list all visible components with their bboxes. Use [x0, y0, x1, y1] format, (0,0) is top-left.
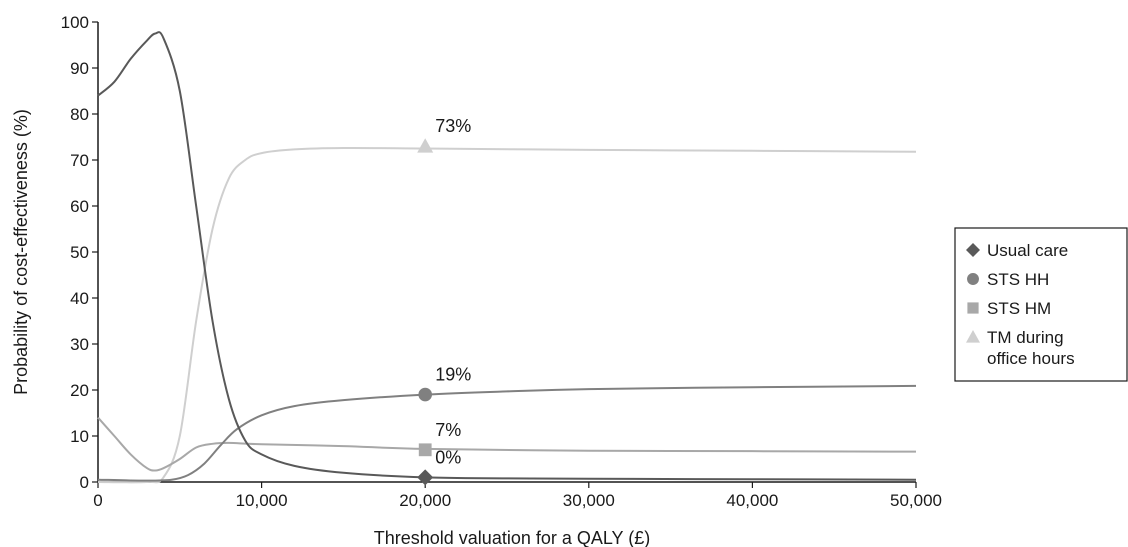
marker-usual-care	[417, 469, 433, 485]
annotation-sts-hh: 19%	[435, 365, 471, 385]
y-axis-title: Probability of cost-effectiveness (%)	[11, 109, 31, 395]
x-tick-label: 30,000	[563, 491, 615, 510]
x-tick-label: 50,000	[890, 491, 942, 510]
y-tick-label: 40	[70, 289, 89, 308]
x-tick-label: 10,000	[236, 491, 288, 510]
x-tick-label: 0	[93, 491, 102, 510]
y-tick-label: 0	[80, 473, 89, 492]
legend-marker-sts-hh	[967, 273, 979, 285]
legend-marker-sts-hm	[967, 302, 978, 313]
marker-sts-hh	[418, 388, 432, 402]
legend-label-usual-care: Usual care	[987, 241, 1068, 260]
legend-label-sts-hm: STS HM	[987, 299, 1051, 318]
y-tick-label: 50	[70, 243, 89, 262]
series-line-sts-hh	[98, 386, 916, 481]
y-tick-label: 30	[70, 335, 89, 354]
annotation-sts-hm: 7%	[435, 420, 461, 440]
y-tick-label: 90	[70, 59, 89, 78]
y-tick-label: 10	[70, 427, 89, 446]
y-tick-label: 100	[61, 13, 89, 32]
plot-area: 0 10 20 30 40 50 60 70 80 90 100 0 10,000 20,000 30,00…	[61, 13, 942, 510]
y-tick-label: 80	[70, 105, 89, 124]
annotation-tm-during-office-hours: 73%	[435, 116, 471, 136]
x-axis-title: Threshold valuation for a QALY (£)	[374, 528, 650, 547]
x-tick-label: 40,000	[726, 491, 778, 510]
legend-label-sts-hh: STS HH	[987, 270, 1049, 289]
y-tick-label: 70	[70, 151, 89, 170]
series-line-usual-care	[98, 32, 916, 480]
series-line-tm-during-office-hours	[98, 148, 916, 482]
annotation-usual-care: 0%	[435, 447, 461, 467]
y-tick-label: 20	[70, 381, 89, 400]
x-tick-label: 20,000	[399, 491, 451, 510]
y-tick-label: 60	[70, 197, 89, 216]
marker-sts-hm	[419, 443, 432, 456]
marker-tm-during-office-hours	[417, 138, 433, 152]
